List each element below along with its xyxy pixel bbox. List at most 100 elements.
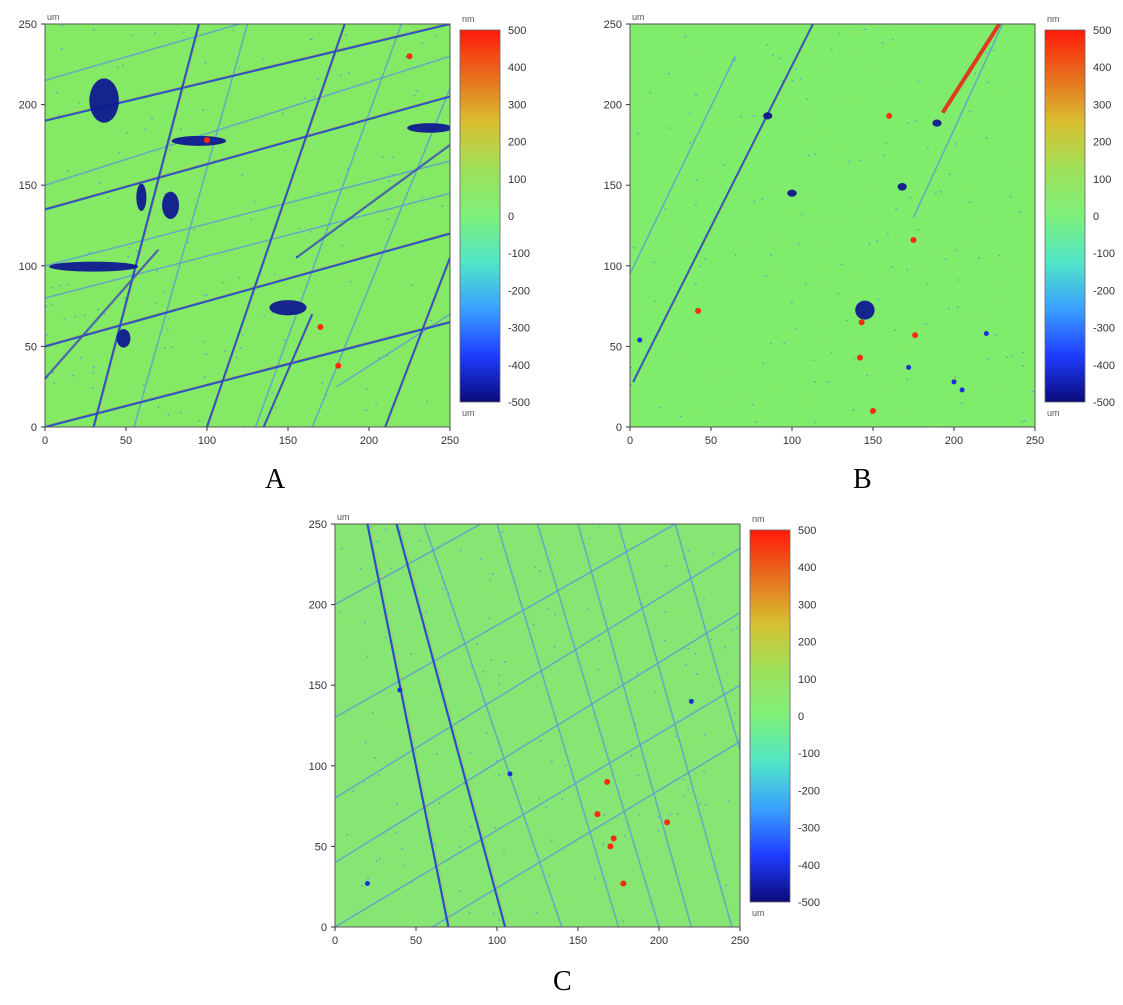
noise-speck [712, 552, 715, 555]
noise-speck [243, 425, 246, 427]
noise-speck [124, 297, 127, 299]
noise-speck [548, 875, 551, 877]
noise-speck [503, 849, 505, 852]
noise-speck [161, 72, 164, 74]
noise-speck [202, 340, 205, 343]
noise-speck [341, 244, 344, 247]
noise-speck [508, 549, 511, 551]
noise-speck [112, 388, 115, 390]
noise-speck [624, 834, 626, 837]
noise-speck [397, 796, 399, 798]
noise-speck [654, 691, 657, 694]
noise-speck [554, 613, 556, 616]
noise-speck [885, 384, 887, 387]
noise-speck [877, 298, 879, 301]
noise-speck [736, 239, 739, 242]
noise-speck [334, 413, 337, 415]
noise-speck [78, 161, 80, 163]
scratch-light [311, 88, 450, 427]
noise-speck [158, 385, 161, 387]
x-tick-label: 250 [441, 435, 459, 447]
noise-speck [795, 245, 798, 248]
noise-speck [298, 228, 301, 230]
y-unit-label: um [632, 12, 645, 22]
scratch-light [630, 55, 737, 275]
scratch-red [940, 24, 1002, 114]
noise-speck [104, 313, 106, 315]
noise-speck [749, 121, 752, 124]
noise-speck [348, 278, 350, 280]
scratch-light [577, 524, 693, 927]
noise-speck [137, 179, 140, 182]
scratch-light [45, 192, 450, 299]
noise-speck [795, 68, 797, 70]
noise-speck [375, 860, 378, 862]
noise-speck [727, 648, 730, 650]
noise-speck [45, 334, 48, 336]
noise-speck [909, 196, 911, 199]
noise-speck [494, 826, 497, 829]
noise-speck [282, 53, 285, 55]
colorbar-tick-label: -100 [798, 748, 820, 760]
noise-speck [600, 920, 602, 923]
noise-speck [459, 549, 462, 552]
noise-speck [53, 382, 55, 384]
noise-speck [368, 144, 370, 146]
noise-speck [436, 753, 438, 755]
noise-speck [204, 225, 206, 228]
noise-speck [635, 408, 638, 410]
plot-frame [334, 523, 741, 928]
y-tick-label: 250 [309, 519, 327, 531]
noise-speck [962, 86, 964, 89]
noise-speck [692, 739, 695, 741]
x-tick-label: 0 [42, 435, 48, 447]
scratch-dark [295, 144, 450, 259]
noise-speck [1020, 161, 1022, 164]
scratch-light [335, 611, 740, 864]
noise-speck [1012, 79, 1015, 82]
pit-blob [162, 191, 180, 220]
noise-speck [561, 797, 564, 800]
noise-speck [99, 182, 101, 184]
noise-speck [233, 88, 236, 90]
noise-speck [735, 194, 738, 197]
noise-speck [595, 789, 598, 792]
noise-speck [459, 524, 462, 526]
scratch-light [617, 524, 733, 927]
noise-speck [814, 381, 816, 383]
noise-speck [978, 257, 980, 259]
noise-speck [958, 264, 961, 267]
noise-speck [717, 123, 720, 125]
noise-speck [927, 146, 929, 149]
noise-speck [710, 638, 713, 641]
noise-speck [430, 319, 432, 322]
noise-speck [863, 28, 866, 30]
noise-speck [813, 421, 816, 424]
noise-speck [282, 57, 285, 59]
noise-speck [640, 903, 643, 906]
noise-speck [524, 596, 527, 599]
noise-speck [357, 557, 360, 559]
noise-speck [917, 80, 919, 83]
spot-red [620, 880, 627, 887]
noise-speck [891, 266, 893, 268]
spot-red [695, 307, 702, 314]
noise-speck [775, 231, 777, 233]
noise-speck [410, 769, 413, 771]
noise-speck [371, 711, 374, 714]
noise-speck [435, 34, 437, 37]
noise-speck [1030, 25, 1032, 28]
noise-speck [1018, 270, 1020, 273]
spot-red [664, 819, 671, 826]
noise-speck [156, 243, 159, 246]
noise-speck [779, 57, 782, 60]
noise-speck [790, 98, 792, 101]
colorbar-tick-label: 100 [508, 174, 526, 186]
noise-speck [177, 229, 180, 232]
noise-speck [736, 626, 738, 629]
noise-speck [869, 374, 872, 376]
noise-speck [385, 528, 387, 531]
noise-speck [755, 421, 757, 423]
noise-speck [359, 567, 362, 570]
noise-speck [226, 163, 228, 166]
